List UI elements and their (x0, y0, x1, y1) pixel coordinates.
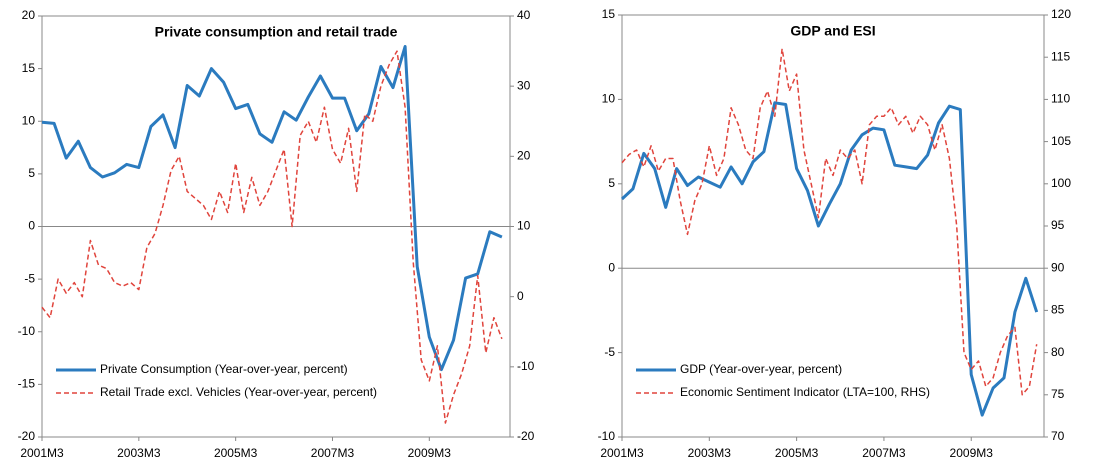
y-tick-label: 5 (28, 166, 35, 180)
y-tick-label: -10 (598, 429, 616, 443)
y-tick-label: 5 (608, 176, 615, 190)
y-tick-label: 15 (602, 7, 616, 21)
series-line (621, 48, 1038, 396)
x-tick-label: 2007M3 (862, 446, 906, 460)
x-tick-label: 2007M3 (311, 446, 355, 460)
y-tick-label: -20 (18, 429, 36, 443)
legend-label: Private Consumption (Year-over-year, per… (100, 362, 348, 376)
y2-tick-label: 0 (517, 289, 524, 303)
chart-panel: -20 -15 -10 -5 0 5 10 15 20 -20 -10 0 10 20 30 40 2001M3… (18, 8, 535, 460)
x-tick-label: 2003M3 (688, 446, 732, 460)
y2-tick-label: 85 (1051, 303, 1065, 317)
y-tick-label: 0 (608, 260, 615, 274)
y2-tick-label: -10 (517, 359, 535, 373)
y2-tick-label: 70 (1051, 429, 1065, 443)
y-tick-label: -5 (604, 345, 615, 359)
y-tick-label: 10 (602, 92, 616, 106)
y2-tick-label: 80 (1051, 345, 1065, 359)
y2-tick-label: 10 (517, 219, 531, 233)
y2-tick-label: 20 (517, 149, 531, 163)
y2-tick-label: 110 (1051, 92, 1070, 106)
chart-title: GDP and ESI (790, 23, 875, 39)
x-tick-label: 2001M3 (20, 446, 64, 460)
y2-tick-label: 95 (1051, 218, 1065, 232)
y2-tick-label: 120 (1051, 7, 1071, 21)
y-tick-label: -15 (18, 377, 36, 391)
x-tick-label: 2009M3 (950, 446, 994, 460)
chart-panel: -10 -5 0 5 10 15 70 75 80 85 90 95 100 105 110 115 120 20… (598, 7, 1072, 460)
series-line (41, 45, 503, 372)
series-line (620, 101, 1039, 417)
y2-tick-label: 75 (1051, 387, 1065, 401)
y-tick-label: 10 (22, 113, 36, 127)
series-line (41, 50, 503, 424)
legend-label: GDP (Year-over-year, percent) (680, 362, 842, 376)
y-tick-label: 15 (22, 61, 36, 75)
y2-tick-label: -20 (517, 429, 535, 443)
y2-tick-label: 90 (1051, 260, 1065, 274)
y2-tick-label: 40 (517, 8, 531, 22)
y-tick-label: 0 (28, 219, 35, 233)
y2-tick-label: 115 (1051, 49, 1070, 63)
y2-tick-label: 100 (1051, 176, 1071, 190)
x-tick-label: 2001M3 (600, 446, 644, 460)
y2-tick-label: 105 (1051, 134, 1071, 148)
x-tick-label: 2003M3 (117, 446, 161, 460)
x-tick-label: 2009M3 (408, 446, 452, 460)
y-tick-label: 20 (22, 8, 36, 22)
y-tick-label: -5 (24, 271, 35, 285)
y2-tick-label: 30 (517, 78, 531, 92)
legend-label: Economic Sentiment Indicator (LTA=100, R… (680, 385, 930, 399)
x-tick-label: 2005M3 (775, 446, 819, 460)
legend-label: Retail Trade excl. Vehicles (Year-over-y… (100, 385, 377, 399)
x-tick-label: 2005M3 (214, 446, 258, 460)
chart-title: Private consumption and retail trade (155, 24, 398, 40)
y-tick-label: -10 (18, 324, 36, 338)
